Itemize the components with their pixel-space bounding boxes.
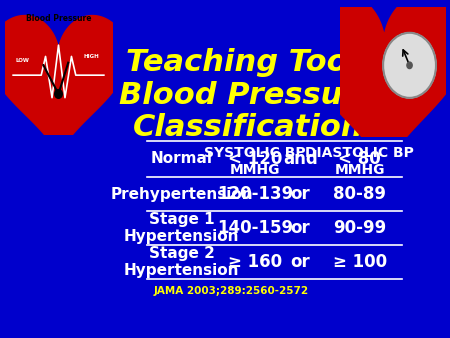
Polygon shape xyxy=(0,16,128,160)
Text: 140-159: 140-159 xyxy=(217,219,293,237)
Text: HIGH: HIGH xyxy=(83,54,99,59)
Text: Blood Pressure: Blood Pressure xyxy=(26,14,91,23)
Circle shape xyxy=(55,90,62,98)
Text: ≥ 160: ≥ 160 xyxy=(228,253,282,271)
Text: JAMA 2003;289:2560-2572: JAMA 2003;289:2560-2572 xyxy=(154,286,309,296)
Text: or: or xyxy=(291,253,310,271)
Text: < 80: < 80 xyxy=(338,150,381,168)
Text: 120-139: 120-139 xyxy=(217,185,293,203)
Text: or: or xyxy=(291,219,310,237)
Text: DIASTOLIC BP
MMHG: DIASTOLIC BP MMHG xyxy=(305,146,414,177)
Text: and: and xyxy=(283,150,318,168)
Polygon shape xyxy=(302,0,450,176)
Text: < 120: < 120 xyxy=(228,150,282,168)
Circle shape xyxy=(383,33,436,98)
Text: or: or xyxy=(291,185,310,203)
Circle shape xyxy=(407,62,412,69)
Text: Prehypertension: Prehypertension xyxy=(111,187,253,201)
Text: ≥ 100: ≥ 100 xyxy=(333,253,387,271)
Text: SYSTOLIC BP
MMHG: SYSTOLIC BP MMHG xyxy=(204,146,306,177)
Text: 90-99: 90-99 xyxy=(333,219,386,237)
Text: Teaching Tool:
Blood Pressure
Classification: Teaching Tool: Blood Pressure Classifica… xyxy=(118,48,378,142)
Text: Stage 2
Hypertension: Stage 2 Hypertension xyxy=(124,246,239,278)
Text: Stage 1
Hypertension: Stage 1 Hypertension xyxy=(124,212,239,244)
Text: 80-89: 80-89 xyxy=(333,185,386,203)
Text: Normal: Normal xyxy=(151,151,213,167)
Text: LOW: LOW xyxy=(16,58,30,63)
